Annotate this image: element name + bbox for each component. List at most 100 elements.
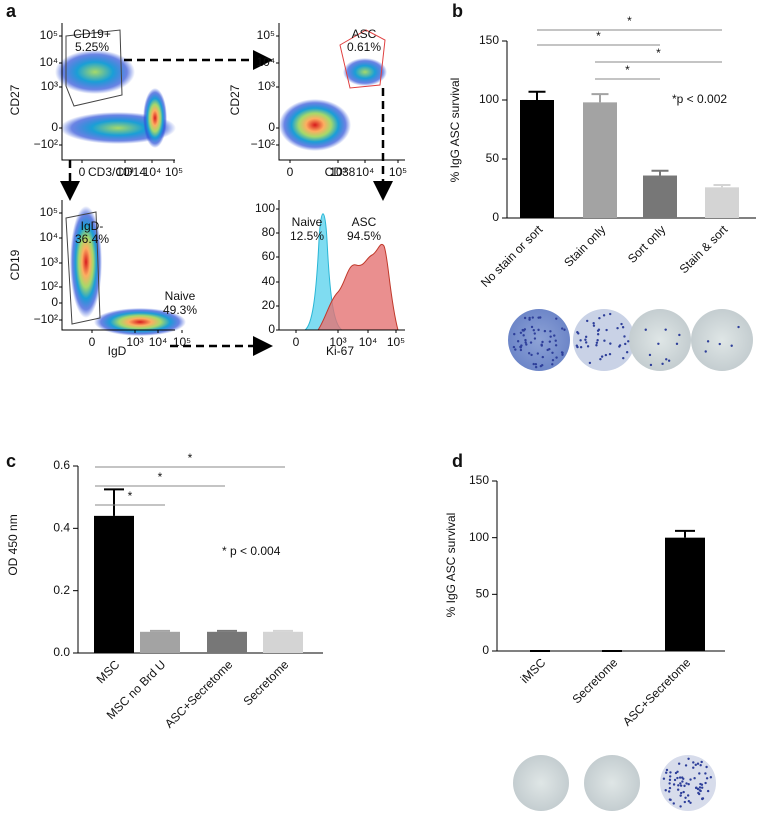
y-tick-label: 10³ — [258, 79, 275, 93]
y-tick-label: 10³ — [41, 79, 58, 93]
spot — [595, 341, 599, 345]
y-tick-label: 0.0 — [53, 645, 70, 659]
gate-percent: 36.4% — [75, 232, 109, 246]
spot — [668, 786, 672, 790]
significance-label: * — [627, 14, 632, 28]
y-tick-label: 10³ — [41, 255, 58, 269]
spot — [676, 776, 679, 780]
gate-name: Naive — [165, 289, 196, 303]
panel-label: c — [6, 451, 16, 471]
spot — [598, 316, 601, 320]
spot — [665, 771, 668, 774]
spot — [697, 791, 700, 795]
spot — [665, 358, 668, 361]
error-bar — [273, 629, 293, 632]
spot — [698, 772, 701, 775]
spot — [624, 342, 627, 346]
spot — [698, 786, 702, 789]
spot — [700, 786, 704, 789]
y-tick-label: 10⁴ — [39, 230, 58, 244]
spot — [677, 784, 680, 787]
y-tick-label: 10⁵ — [257, 28, 275, 42]
gate-arrow — [60, 50, 393, 356]
spot — [679, 791, 683, 795]
spot — [525, 343, 528, 346]
y-tick-label: 150 — [479, 33, 499, 47]
spot — [623, 335, 626, 338]
spot — [529, 341, 533, 344]
spot — [555, 356, 558, 359]
spot — [704, 350, 707, 353]
x-tick-label: 10⁴ — [359, 335, 378, 349]
spot — [523, 328, 527, 331]
spot — [685, 782, 688, 785]
x-tick-label: 10³ — [329, 335, 346, 349]
error-bar — [104, 488, 124, 516]
spot — [522, 334, 525, 337]
y-tick-label: 0.2 — [53, 583, 70, 597]
y-tick-label: 10⁴ — [39, 55, 58, 69]
spot — [585, 341, 588, 344]
spot — [709, 776, 713, 779]
spot — [528, 316, 531, 320]
spot — [596, 339, 599, 342]
y-tick-label: 0.6 — [53, 458, 70, 472]
spot — [592, 322, 595, 325]
spot — [649, 363, 653, 367]
x-tick-label: No stain or sort — [478, 222, 546, 290]
spot — [586, 345, 590, 348]
spot — [541, 364, 544, 367]
error-bar — [150, 629, 170, 632]
spot — [524, 338, 527, 342]
spot — [549, 335, 552, 338]
y-tick-label: 40 — [262, 274, 276, 288]
y-tick-label: 0 — [268, 322, 275, 336]
spot — [730, 344, 733, 347]
spot — [661, 362, 664, 366]
x-tick-label: 10⁵ — [389, 165, 407, 179]
y-tick-label: 150 — [469, 473, 489, 487]
annotation: *p < 0.002 — [672, 92, 727, 106]
error-bar — [217, 629, 237, 632]
spot — [675, 342, 679, 346]
y-tick-label: 10⁵ — [40, 205, 58, 219]
spot — [689, 801, 692, 805]
spot — [677, 762, 681, 765]
spot — [533, 332, 536, 335]
spot — [687, 757, 690, 760]
spot — [679, 782, 682, 785]
spot — [524, 341, 527, 344]
gate-name: ASC — [352, 27, 377, 41]
spot — [616, 326, 619, 330]
panel-label: b — [452, 1, 463, 21]
spot — [718, 342, 721, 346]
spot — [699, 763, 702, 767]
y-tick-label: 80 — [262, 225, 276, 239]
spot — [551, 358, 555, 362]
x-tick-label: 10³ — [126, 335, 143, 349]
x-axis-label: CD38 — [325, 165, 356, 179]
spot — [537, 328, 540, 332]
spot — [608, 312, 612, 316]
y-axis-label: % IgG ASC survival — [444, 513, 458, 618]
spot — [704, 781, 707, 785]
gate-percent: 12.5% — [290, 229, 324, 243]
y-tick-label: −10² — [251, 137, 275, 151]
bar — [583, 102, 617, 218]
spot — [516, 340, 520, 343]
bar — [140, 631, 180, 653]
y-tick-label: 100 — [479, 92, 499, 106]
significance-label: * — [596, 29, 601, 43]
gate-percent: 94.5% — [347, 229, 381, 243]
spot — [668, 782, 671, 785]
spot — [683, 800, 687, 804]
spot — [596, 333, 600, 336]
density-plot — [55, 50, 387, 336]
y-tick-label: −10² — [34, 312, 58, 326]
spot — [560, 327, 564, 330]
spot — [618, 344, 622, 347]
spot — [662, 777, 666, 780]
spot — [519, 348, 523, 352]
y-tick-label: 0 — [268, 120, 275, 134]
